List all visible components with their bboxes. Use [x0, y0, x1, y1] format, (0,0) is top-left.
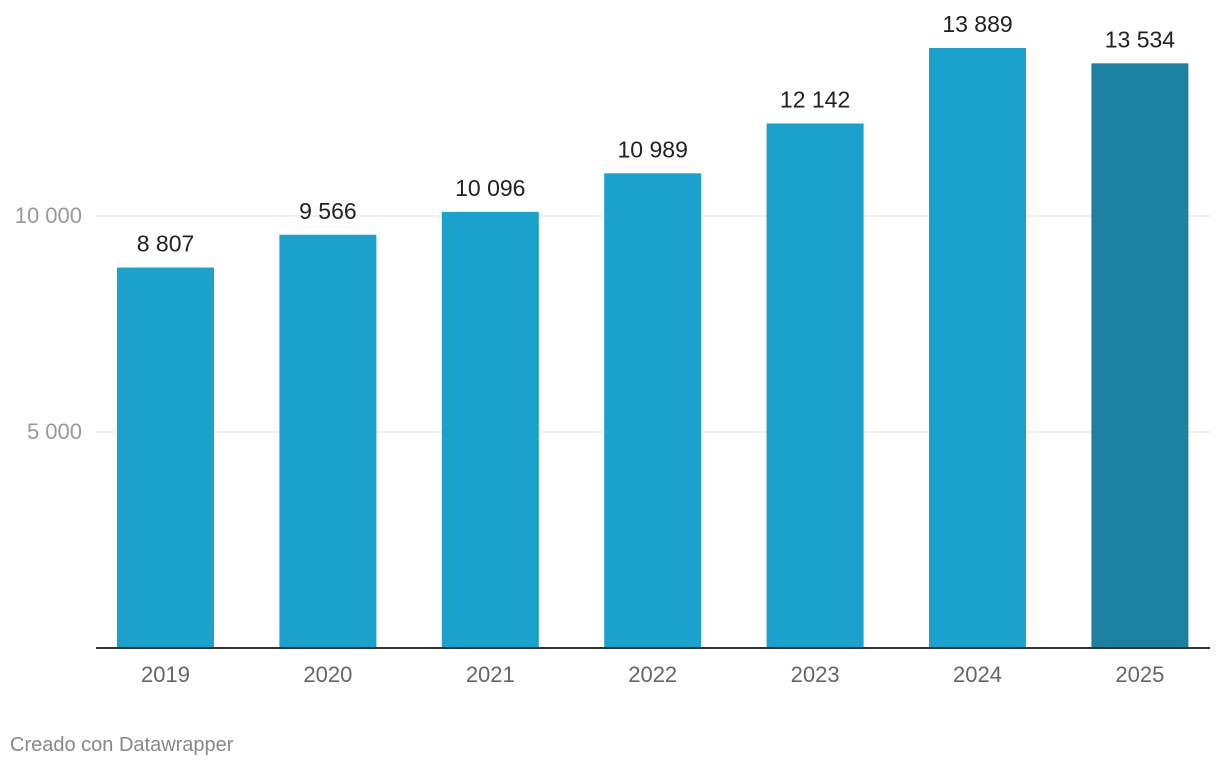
- bar-chart: 5 000 10 000 8 807 2019 9 566 2020 10 096 2021 1…: [15, 11, 1210, 687]
- bar[interactable]: [604, 173, 702, 648]
- y-tick-label: 5 000: [27, 419, 82, 444]
- bar[interactable]: [929, 48, 1026, 648]
- bar[interactable]: [279, 234, 377, 648]
- bar[interactable]: [441, 211, 539, 648]
- x-tick-label: 2024: [953, 662, 1002, 687]
- data-label: 12 142: [780, 86, 850, 112]
- bar[interactable]: [1091, 63, 1189, 648]
- data-label: 10 989: [618, 136, 688, 162]
- data-label: 13 889: [942, 11, 1012, 37]
- data-label: 10 096: [455, 175, 525, 201]
- x-tick-label: 2025: [1115, 662, 1164, 687]
- x-tick-label: 2021: [466, 662, 515, 687]
- x-tick-label: 2022: [628, 662, 677, 687]
- y-tick-label: 10 000: [15, 203, 82, 228]
- x-tick-label: 2023: [791, 662, 840, 687]
- data-label: 8 807: [137, 231, 195, 257]
- bar[interactable]: [117, 267, 214, 648]
- bar[interactable]: [766, 123, 864, 649]
- x-tick-label: 2019: [141, 662, 190, 687]
- x-tick-label: 2020: [303, 662, 352, 687]
- data-label: 9 566: [299, 198, 357, 224]
- data-label: 13 534: [1105, 26, 1176, 52]
- credit-text[interactable]: Creado con Datawrapper: [10, 734, 234, 756]
